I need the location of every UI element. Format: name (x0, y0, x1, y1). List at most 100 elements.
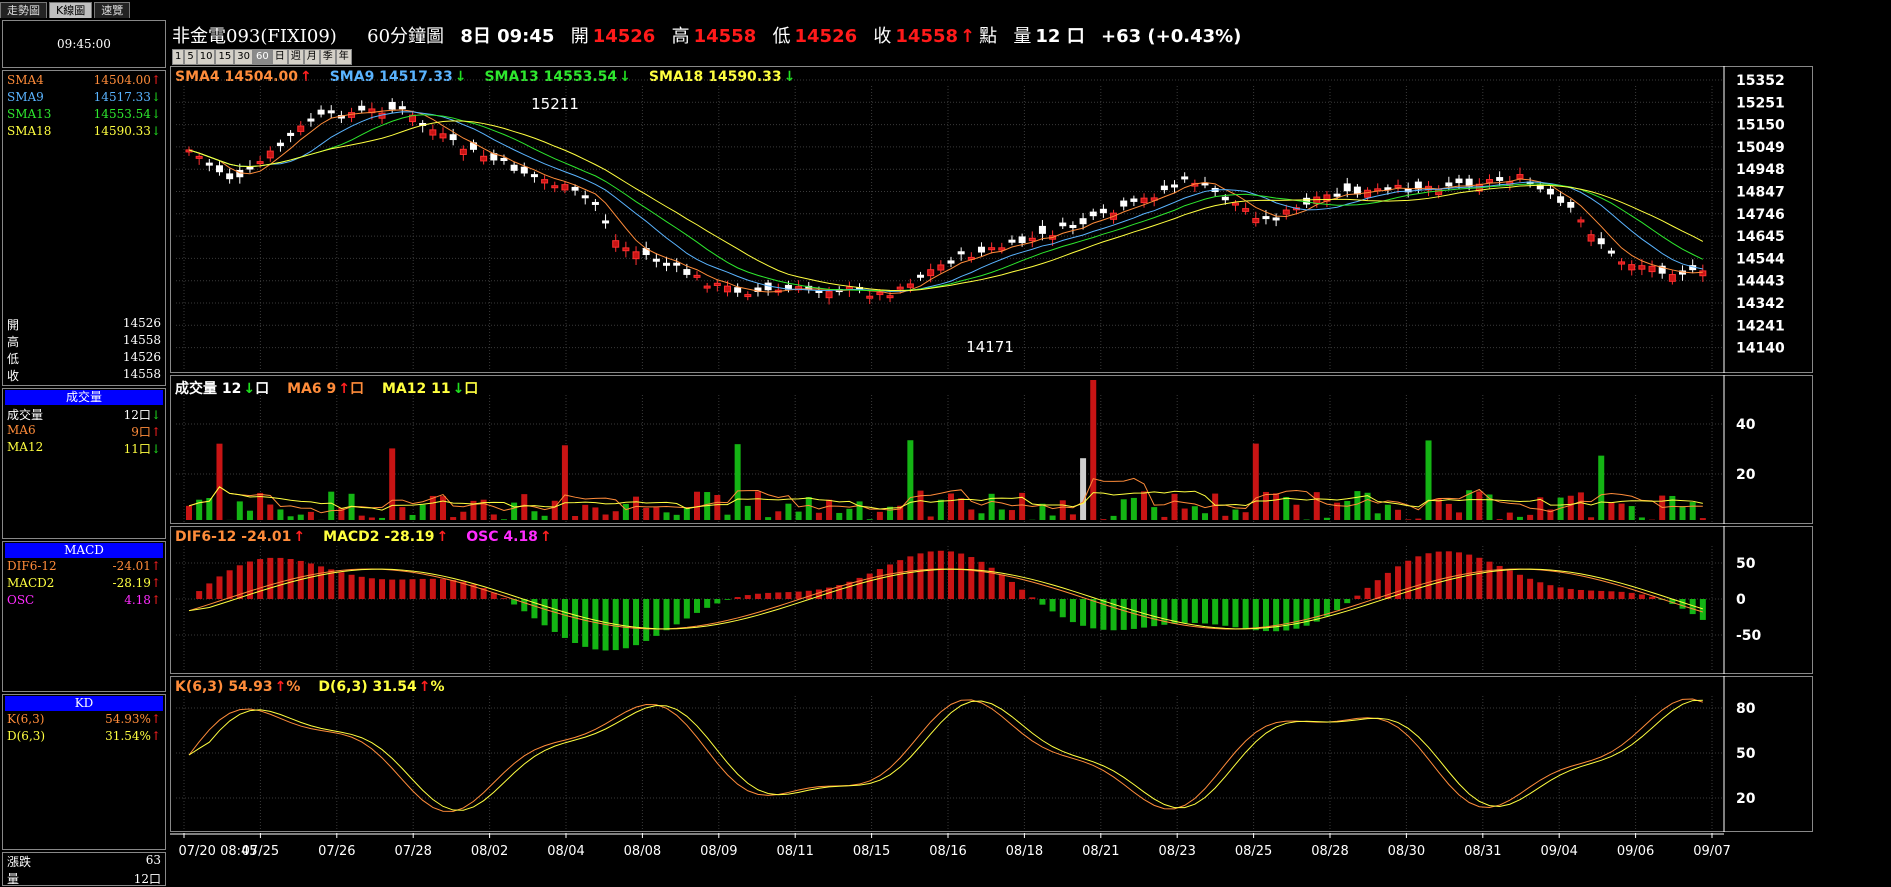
volume-bar (1060, 500, 1066, 520)
osc-bar (765, 593, 771, 599)
osc-bar (399, 580, 405, 599)
osc-bar (1029, 597, 1035, 599)
volume-bar (735, 444, 741, 520)
volume-bar (755, 491, 761, 520)
osc-bar (633, 599, 639, 645)
volume-bar (1283, 497, 1289, 520)
osc-bar (714, 599, 720, 603)
volume-bar (186, 506, 192, 520)
volume-bar (968, 510, 974, 520)
volume-bar (1436, 498, 1442, 520)
osc-bar (501, 598, 507, 599)
candle-body (907, 284, 913, 287)
volume-bar (1263, 492, 1269, 520)
candle-body (948, 261, 954, 263)
y-tick-label: 50 (1736, 746, 1756, 762)
volume-bar (1700, 518, 1706, 520)
osc-bar (450, 580, 456, 599)
volume-ma6-line (189, 478, 1703, 512)
candle-body (674, 263, 680, 265)
volume-bar (1588, 517, 1594, 520)
sma-line (189, 121, 1703, 291)
osc-bar (582, 599, 588, 647)
osc-bar (1598, 591, 1604, 599)
volume-bar (1375, 513, 1381, 520)
volume-bar (328, 492, 334, 520)
volume-bar (247, 511, 253, 520)
osc-bar (308, 563, 314, 599)
volume-bar (491, 514, 497, 520)
sma-line (189, 112, 1703, 292)
osc-bar (338, 572, 344, 599)
volume-bar (216, 444, 222, 520)
volume-bar (542, 516, 548, 520)
candle-body (1121, 201, 1127, 206)
candle-body (1060, 223, 1066, 226)
candle-body (399, 107, 405, 109)
osc-bar (196, 591, 202, 599)
y-tick-label: 14746 (1736, 207, 1785, 223)
volume-bar (1222, 516, 1228, 520)
volume-bar (1253, 444, 1259, 520)
candle-body (562, 185, 568, 190)
candle-body (978, 247, 984, 252)
volume-bar (1182, 509, 1188, 520)
volume-bar (1161, 517, 1167, 520)
candle-body (257, 162, 263, 164)
volume-bar (653, 507, 659, 520)
y-tick-label: 50 (1736, 556, 1756, 572)
candle-body (745, 295, 751, 297)
osc-bar (897, 560, 903, 599)
y-tick-label: 40 (1736, 417, 1756, 433)
volume-bar (1619, 504, 1625, 520)
volume-bar (1507, 513, 1513, 520)
candle-body (735, 288, 741, 293)
volume-bar (928, 516, 934, 520)
osc-bar (277, 558, 283, 599)
x-tick-label: 08/08 (624, 844, 661, 859)
candle-body (1039, 226, 1045, 233)
osc-bar (521, 599, 527, 611)
volume-bar (1446, 504, 1452, 520)
candle-body (359, 106, 365, 110)
candle-body (542, 180, 548, 183)
volume-bar (1273, 493, 1279, 520)
volume-bar (582, 505, 588, 520)
osc-bar (1537, 582, 1543, 599)
osc-bar (1050, 599, 1056, 611)
osc-bar (1060, 599, 1066, 617)
volume-bar (420, 505, 426, 520)
candle-body (430, 130, 436, 135)
candle-body (1009, 240, 1015, 242)
volume-bar (430, 496, 436, 520)
y-tick-label: 0 (1736, 592, 1746, 608)
candle-body (633, 252, 639, 259)
volume-bar (1497, 519, 1503, 520)
x-tick-label: 08/28 (1311, 844, 1348, 859)
osc-bar (1090, 599, 1096, 628)
candle-body (704, 286, 710, 288)
candle-body (1172, 185, 1178, 187)
osc-bar (1680, 599, 1686, 609)
osc-bar (257, 559, 263, 599)
osc-bar (1608, 591, 1614, 599)
osc-bar (664, 599, 670, 630)
osc-bar (1121, 599, 1127, 630)
candle-body (389, 102, 395, 109)
y-tick-label: 14948 (1736, 162, 1785, 178)
candle-body (1547, 189, 1553, 194)
candle-body (1568, 202, 1574, 207)
candle-body (1700, 271, 1706, 276)
volume-bar (613, 511, 619, 520)
volume-bar (1172, 494, 1178, 520)
candle-body (552, 186, 558, 188)
y-tick-label: 14140 (1736, 341, 1785, 357)
x-tick-label: 08/09 (700, 844, 737, 859)
candle-body (684, 270, 690, 275)
candle-body (288, 133, 294, 135)
candle-body (1365, 190, 1371, 197)
osc-bar (1558, 587, 1564, 599)
candle-body (572, 187, 578, 190)
x-tick-label: 08/31 (1464, 844, 1501, 859)
